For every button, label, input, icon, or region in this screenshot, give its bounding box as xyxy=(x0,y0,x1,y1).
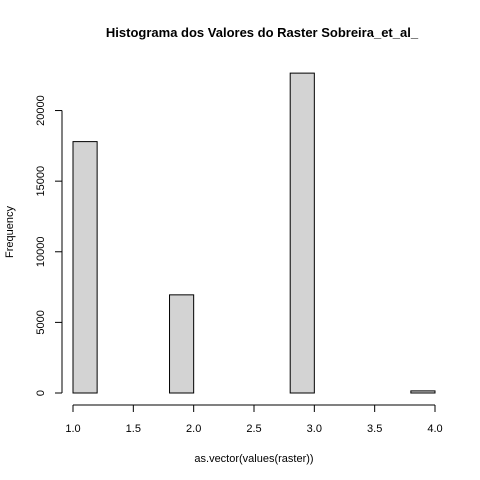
x-tick-label: 1.0 xyxy=(65,423,80,435)
chart-title: Histograma dos Valores do Raster Sobreir… xyxy=(106,25,419,40)
x-tick-label: 2.5 xyxy=(246,423,261,435)
histogram-bar-9 xyxy=(289,72,315,394)
histogram-bar-0 xyxy=(72,141,98,394)
y-tick-label: 5000 xyxy=(35,310,47,334)
y-tick-label: 15000 xyxy=(35,166,47,197)
y-axis: 0 5000 10000 15000 20000 xyxy=(35,95,63,396)
x-axis-label: as.vector(values(raster)) xyxy=(194,453,313,465)
histogram-bar-14 xyxy=(410,390,436,394)
x-tick-label: 4.0 xyxy=(427,423,442,435)
x-tick-label: 3.5 xyxy=(367,423,382,435)
y-axis-label: Frequency xyxy=(4,206,16,258)
y-tick-label: 0 xyxy=(35,390,47,396)
x-tick-label: 2.0 xyxy=(186,423,201,435)
y-tick-label: 10000 xyxy=(35,236,47,267)
x-tick-label: 1.5 xyxy=(126,423,141,435)
histogram-bar-4 xyxy=(169,294,195,394)
x-axis: 1.0 1.5 2.0 2.5 3.0 3.5 4.0 xyxy=(65,404,443,435)
x-tick-label: 3.0 xyxy=(307,423,322,435)
y-tick-label: 20000 xyxy=(35,95,47,126)
histogram-bars xyxy=(72,72,436,394)
